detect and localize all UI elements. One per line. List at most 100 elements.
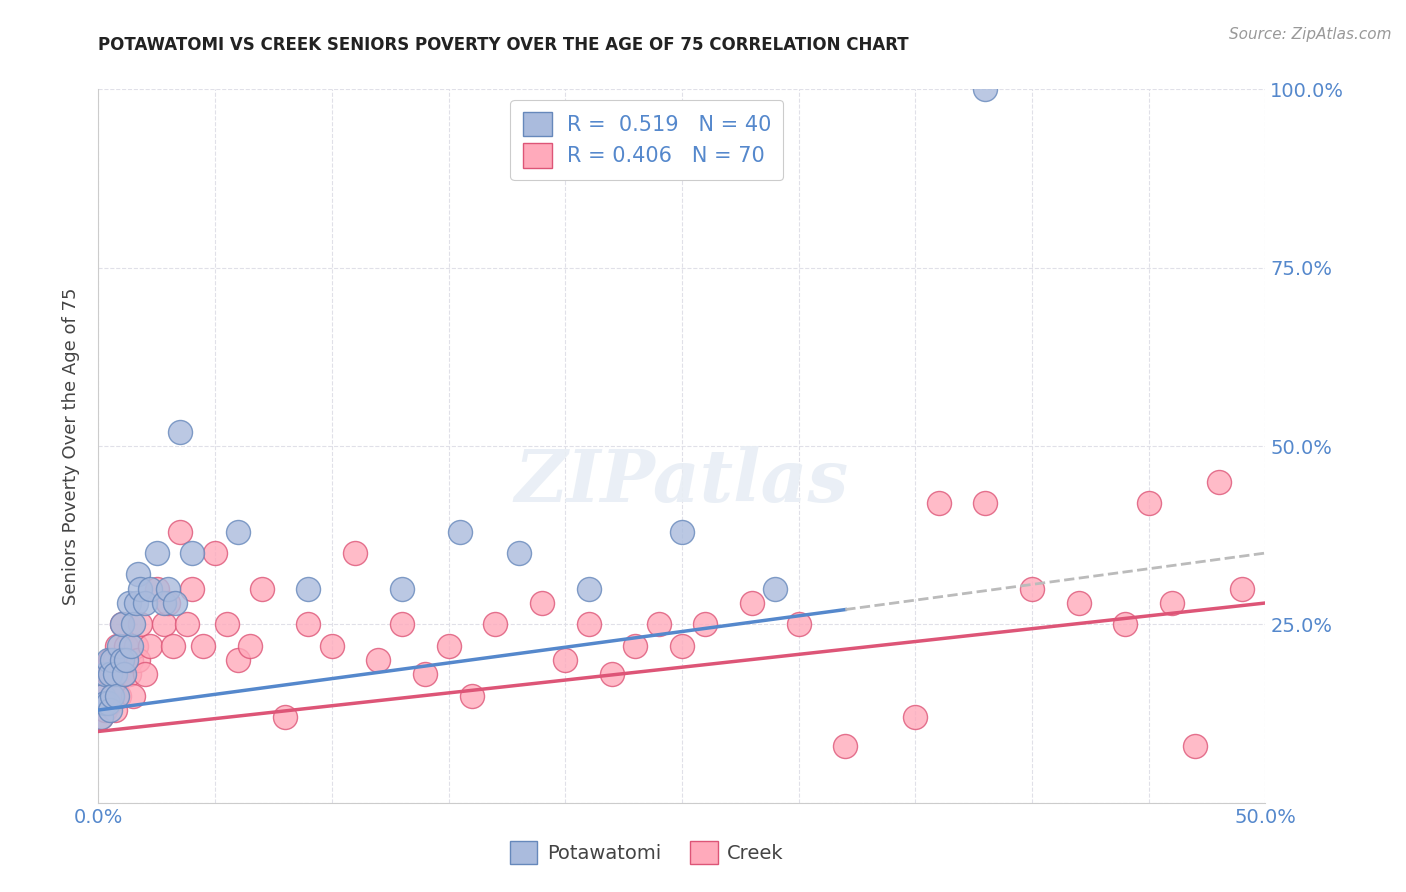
Point — [530, 596, 553, 610]
Point — [127, 653, 149, 667]
Point — [97, 696, 120, 710]
Point — [461, 689, 484, 703]
Point — [647, 617, 669, 632]
Point — [146, 582, 169, 596]
Point — [122, 689, 145, 703]
Point — [108, 689, 131, 703]
Point — [165, 596, 187, 610]
Point — [146, 546, 169, 560]
Point — [97, 653, 120, 667]
Text: ZIPatlas: ZIPatlas — [515, 446, 849, 517]
Text: POTAWATOMI VS CREEK SENIORS POVERTY OVER THE AGE OF 75 CORRELATION CHART: POTAWATOMI VS CREEK SENIORS POVERTY OVER… — [98, 36, 910, 54]
Point — [228, 524, 250, 539]
Point — [297, 582, 319, 596]
Point — [437, 639, 460, 653]
Point — [169, 425, 191, 439]
Point — [125, 596, 148, 610]
Point — [120, 653, 142, 667]
Point — [105, 639, 128, 653]
Point — [449, 524, 471, 539]
Point — [904, 710, 927, 724]
Point — [834, 739, 856, 753]
Point — [90, 710, 112, 724]
Point — [1208, 475, 1230, 489]
Y-axis label: Seniors Poverty Over the Age of 75: Seniors Poverty Over the Age of 75 — [62, 287, 80, 605]
Point — [695, 617, 717, 632]
Point — [671, 524, 693, 539]
Point — [91, 689, 114, 703]
Point — [193, 639, 215, 653]
Point — [112, 667, 135, 681]
Point — [157, 582, 180, 596]
Point — [111, 617, 134, 632]
Point — [98, 696, 121, 710]
Point — [152, 617, 174, 632]
Point — [1137, 496, 1160, 510]
Point — [204, 546, 226, 560]
Point — [169, 524, 191, 539]
Point — [101, 653, 124, 667]
Point — [274, 710, 297, 724]
Point — [741, 596, 763, 610]
Point — [176, 617, 198, 632]
Point — [104, 667, 127, 681]
Point — [600, 667, 623, 681]
Point — [125, 639, 148, 653]
Point — [578, 617, 600, 632]
Point — [787, 617, 810, 632]
Point — [1114, 617, 1136, 632]
Point — [122, 617, 145, 632]
Point — [1230, 582, 1253, 596]
Point — [391, 617, 413, 632]
Point — [624, 639, 647, 653]
Point — [98, 667, 121, 681]
Point — [134, 596, 156, 610]
Point — [118, 667, 141, 681]
Point — [180, 582, 202, 596]
Point — [1067, 596, 1090, 610]
Point — [129, 582, 152, 596]
Point — [139, 639, 162, 653]
Point — [297, 617, 319, 632]
Point — [1021, 582, 1043, 596]
Legend: Potawatomi, Creek: Potawatomi, Creek — [502, 833, 792, 871]
Point — [101, 689, 124, 703]
Point — [111, 617, 134, 632]
Point — [215, 617, 238, 632]
Point — [413, 667, 436, 681]
Point — [111, 653, 134, 667]
Point — [111, 653, 134, 667]
Point — [127, 567, 149, 582]
Point — [152, 596, 174, 610]
Point — [115, 639, 138, 653]
Point — [321, 639, 343, 653]
Point — [90, 710, 112, 724]
Point — [578, 582, 600, 596]
Point — [94, 696, 117, 710]
Point — [105, 667, 128, 681]
Point — [162, 639, 184, 653]
Point — [239, 639, 262, 653]
Point — [98, 703, 121, 717]
Point — [129, 617, 152, 632]
Point — [1161, 596, 1184, 610]
Point — [115, 653, 138, 667]
Point — [367, 653, 389, 667]
Point — [928, 496, 950, 510]
Point — [974, 496, 997, 510]
Point — [101, 689, 124, 703]
Point — [228, 653, 250, 667]
Point — [91, 689, 114, 703]
Point — [105, 689, 128, 703]
Point — [112, 667, 135, 681]
Point — [1184, 739, 1206, 753]
Point — [104, 653, 127, 667]
Point — [157, 596, 180, 610]
Text: Source: ZipAtlas.com: Source: ZipAtlas.com — [1229, 27, 1392, 42]
Point — [671, 639, 693, 653]
Point — [554, 653, 576, 667]
Point — [484, 617, 506, 632]
Point — [98, 653, 121, 667]
Point — [94, 703, 117, 717]
Point — [250, 582, 273, 596]
